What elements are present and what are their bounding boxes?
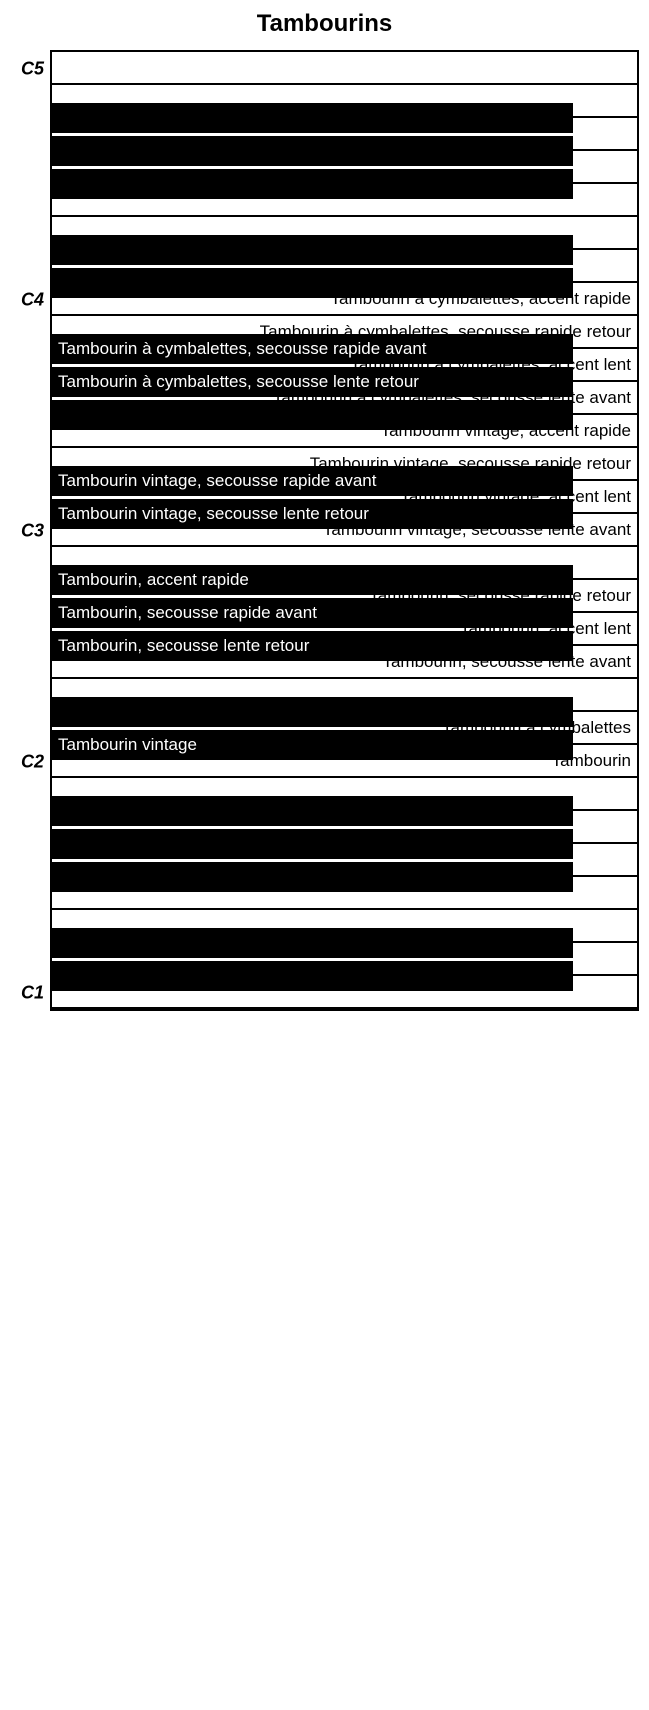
key-label: Tambourin vintage (58, 735, 197, 755)
keyboard: Tambourin à cymbalettes, accent rapideTa… (50, 50, 639, 1011)
black-key (52, 268, 573, 298)
black-key (52, 796, 573, 826)
key-label: Tambourin, accent rapide (58, 570, 249, 590)
key-label: Tambourin, secousse lente retour (58, 636, 309, 656)
black-key: Tambourin vintage (52, 730, 573, 760)
key-label: Tambourin à cymbalettes, secousse rapide… (58, 339, 427, 359)
octave-label: C1 (21, 982, 44, 1003)
white-key (52, 52, 637, 85)
black-key (52, 169, 573, 199)
octave-label: C5 (21, 58, 44, 79)
black-key (52, 136, 573, 166)
black-key: Tambourin, accent rapide (52, 565, 573, 595)
key-label: Tambourin, secousse rapide avant (58, 603, 317, 623)
black-key: Tambourin, secousse rapide avant (52, 598, 573, 628)
black-key (52, 961, 573, 991)
black-key (52, 235, 573, 265)
black-key (52, 400, 573, 430)
black-key: Tambourin à cymbalettes, secousse lente … (52, 367, 573, 397)
black-key: Tambourin à cymbalettes, secousse rapide… (52, 334, 573, 364)
octave-axis: C5 C4 C3 C2 C1 (10, 50, 50, 1011)
black-key (52, 697, 573, 727)
diagram-title: Tambourins (10, 10, 639, 38)
octave-label: C2 (21, 751, 44, 772)
black-key (52, 103, 573, 133)
key-label: Tambourin vintage, secousse rapide avant (58, 471, 376, 491)
octave-label: C3 (21, 520, 44, 541)
key-label: Tambourin à cymbalettes, secousse lente … (58, 372, 419, 392)
black-key: Tambourin, secousse lente retour (52, 631, 573, 661)
keyboard-wrap: C5 C4 C3 C2 C1 Tambourin à cymbalettes, acce… (10, 50, 639, 1011)
black-key (52, 862, 573, 892)
keyboard-mapping-diagram: Tambourins C5 C4 C3 C2 C1 Tambourin à cymbal… (10, 10, 639, 1011)
black-key (52, 928, 573, 958)
octave-label: C4 (21, 289, 44, 310)
black-key (52, 829, 573, 859)
key-label: Tambourin vintage, secousse lente retour (58, 504, 369, 524)
black-key: Tambourin vintage, secousse lente retour (52, 499, 573, 529)
black-key: Tambourin vintage, secousse rapide avant (52, 466, 573, 496)
